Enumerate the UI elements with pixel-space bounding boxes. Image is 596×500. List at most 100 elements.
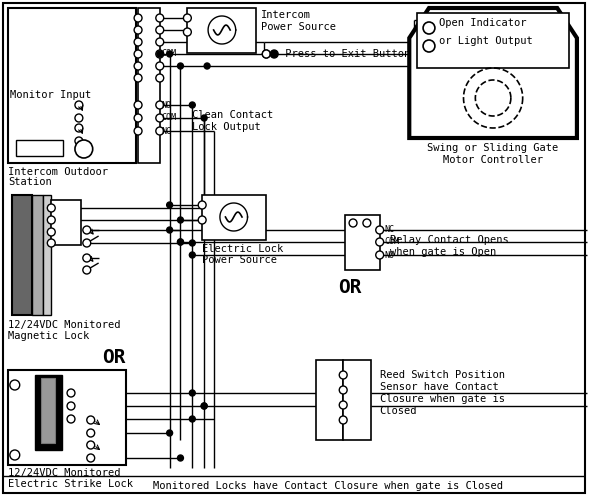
Circle shape (75, 140, 93, 158)
Circle shape (10, 450, 20, 460)
Circle shape (178, 239, 184, 245)
Circle shape (67, 415, 75, 423)
Text: Intercom Outdoor: Intercom Outdoor (8, 167, 108, 177)
Bar (8, 8, 136, 163)
Text: Monitored Locks have Contact Closure when gate is Closed: Monitored Locks have Contact Closure whe… (153, 481, 503, 491)
Bar (138, 8, 160, 163)
Text: NO: NO (384, 250, 395, 260)
Circle shape (134, 114, 142, 122)
Circle shape (363, 219, 371, 227)
Text: Magnetic Lock: Magnetic Lock (8, 331, 89, 341)
Circle shape (87, 441, 95, 449)
Circle shape (262, 50, 270, 58)
Circle shape (87, 429, 95, 437)
Text: NC: NC (384, 226, 395, 234)
Circle shape (83, 226, 91, 234)
Circle shape (167, 51, 173, 57)
Text: or Light Output: or Light Output (439, 36, 533, 46)
Text: 12/24VDC Monitored: 12/24VDC Monitored (8, 468, 120, 478)
Text: NC: NC (162, 126, 172, 136)
Circle shape (156, 74, 164, 82)
Text: Open Indicator: Open Indicator (439, 18, 526, 28)
Circle shape (167, 430, 173, 436)
Circle shape (190, 252, 195, 258)
Text: Press to Exit Button Input: Press to Exit Button Input (279, 49, 448, 59)
Circle shape (201, 403, 207, 409)
Text: OR: OR (339, 278, 362, 297)
Circle shape (198, 201, 206, 209)
Bar (51, 200, 81, 245)
Circle shape (167, 202, 173, 208)
Circle shape (423, 22, 435, 34)
Text: COM: COM (162, 114, 177, 122)
Circle shape (134, 62, 142, 70)
Circle shape (87, 454, 95, 462)
Circle shape (157, 51, 163, 57)
Circle shape (339, 371, 347, 379)
Circle shape (83, 239, 91, 247)
Text: COM: COM (384, 238, 399, 246)
Circle shape (156, 62, 164, 70)
Text: Power Source: Power Source (202, 255, 277, 265)
Bar (44, 195, 51, 315)
Circle shape (178, 63, 184, 69)
Circle shape (10, 380, 20, 390)
Circle shape (270, 50, 278, 58)
Circle shape (156, 38, 164, 46)
Circle shape (198, 216, 206, 224)
Text: Sensor have Contact: Sensor have Contact (380, 382, 498, 392)
Text: Station: Station (8, 177, 52, 187)
Text: Intercom: Intercom (261, 10, 311, 20)
Circle shape (75, 137, 83, 145)
Bar (187, 8, 256, 53)
Text: Monitor Input: Monitor Input (10, 90, 91, 100)
Circle shape (178, 455, 184, 461)
Circle shape (134, 127, 142, 135)
Circle shape (156, 101, 164, 109)
Circle shape (47, 204, 55, 212)
Circle shape (339, 416, 347, 424)
Text: Relay Contact Opens: Relay Contact Opens (390, 235, 508, 245)
Circle shape (83, 266, 91, 274)
Circle shape (134, 38, 142, 46)
Bar (417, 13, 569, 68)
Circle shape (75, 101, 83, 109)
Text: COM: COM (162, 50, 177, 58)
Circle shape (156, 114, 164, 122)
Circle shape (47, 216, 55, 224)
Text: Power Source: Power Source (261, 22, 336, 32)
Circle shape (47, 239, 55, 247)
Circle shape (349, 219, 357, 227)
Circle shape (423, 40, 435, 52)
Circle shape (375, 238, 384, 246)
Circle shape (262, 50, 270, 58)
Circle shape (75, 114, 83, 122)
Circle shape (134, 101, 142, 109)
Circle shape (375, 251, 384, 259)
Text: Closure when gate is: Closure when gate is (380, 394, 505, 404)
Bar (12, 195, 32, 315)
Circle shape (190, 240, 195, 246)
Circle shape (134, 74, 142, 82)
Circle shape (75, 124, 83, 132)
Circle shape (178, 217, 184, 223)
Bar (343, 360, 371, 440)
Circle shape (87, 416, 95, 424)
Circle shape (190, 102, 195, 108)
Circle shape (156, 14, 164, 22)
Text: 12/24VDC Monitored: 12/24VDC Monitored (8, 320, 120, 330)
Text: Electric Strike Lock: Electric Strike Lock (8, 479, 133, 489)
Text: Lock Output: Lock Output (193, 122, 261, 132)
Circle shape (190, 390, 195, 396)
Circle shape (184, 14, 191, 22)
Circle shape (178, 239, 184, 245)
Polygon shape (409, 8, 577, 138)
Circle shape (375, 226, 384, 234)
Circle shape (190, 416, 195, 422)
Circle shape (156, 127, 164, 135)
Bar (32, 195, 44, 315)
Bar (35, 375, 62, 450)
Bar (202, 195, 266, 240)
Circle shape (67, 402, 75, 410)
Bar (345, 215, 380, 270)
